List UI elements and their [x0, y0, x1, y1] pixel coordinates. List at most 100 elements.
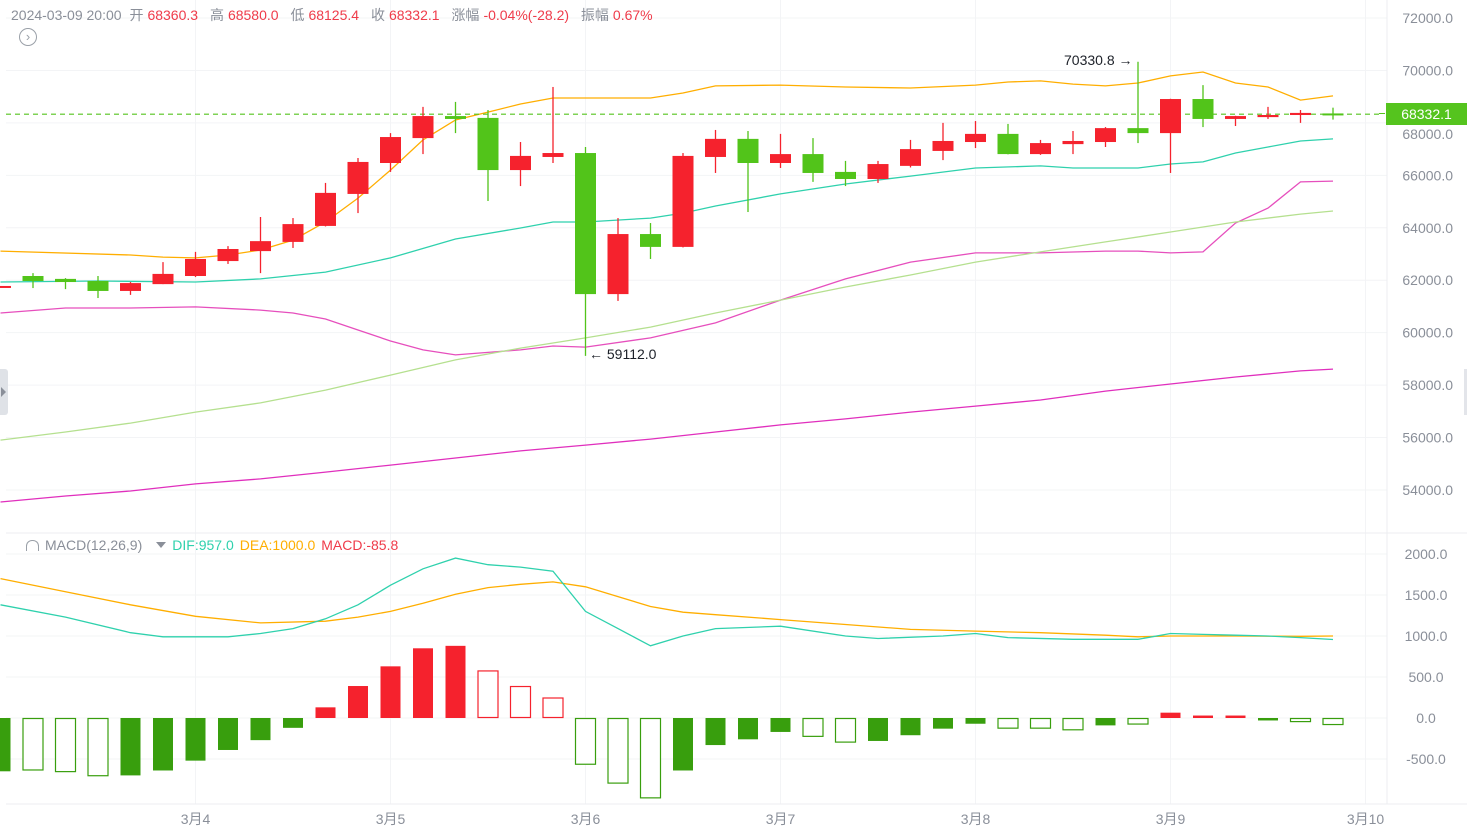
macd-histogram-bar	[542, 697, 564, 719]
macd-histogram-bar	[87, 717, 109, 777]
candle	[22, 273, 44, 289]
candle	[1257, 106, 1279, 119]
candle	[380, 133, 401, 172]
candle	[1030, 139, 1051, 155]
macd-histogram-bar	[1225, 715, 1246, 718]
price-axis-label: 68000.0	[1402, 126, 1453, 142]
candle-body	[510, 155, 531, 171]
candle	[1095, 127, 1116, 148]
candle	[835, 160, 856, 187]
candle	[315, 182, 336, 227]
macd-histogram-bar	[933, 718, 953, 729]
time-axis-label: 3月5	[376, 811, 406, 827]
candle-body	[640, 234, 661, 247]
macd-histogram-bar	[868, 718, 888, 741]
candle-body	[1160, 99, 1181, 134]
time-axis-label: 3月7	[766, 811, 796, 827]
candlesticks	[0, 61, 1344, 356]
high-marker-label: 70330.8 →	[1064, 52, 1133, 68]
candle-body	[1290, 112, 1311, 116]
axes: 72000.0 70000.0 68000.0 66000.0 64000.0 62000…	[6, 0, 1467, 827]
open-value: 68360.3	[147, 7, 199, 23]
ohlc-header: 2024-03-09 20:00 开 68360.3 高 68580.0 低 6812…	[11, 5, 661, 25]
candle-body	[672, 155, 694, 247]
candle-body	[477, 117, 499, 171]
open-label: 开	[129, 7, 144, 23]
price-axis-label: 66000.0	[1402, 167, 1453, 183]
macd-histogram-bar	[120, 718, 141, 776]
candle-body	[835, 171, 856, 179]
candle	[542, 86, 564, 163]
candle	[802, 138, 824, 182]
candle	[705, 129, 726, 173]
right-scroll-handle[interactable]	[1464, 369, 1467, 415]
macd-histogram-bar	[1062, 717, 1084, 731]
candle-body	[120, 283, 141, 291]
macd-histogram-bar	[639, 717, 662, 799]
macd-histogram-bar	[22, 717, 44, 771]
macd-histogram-bar	[283, 718, 303, 728]
macd-histogram-bar	[1029, 717, 1052, 729]
macd-histogram-bar	[0, 718, 11, 772]
price-axis-label: 58000.0	[1402, 377, 1453, 393]
macd-axis-label: 1000.0	[1405, 628, 1448, 644]
macd-histogram-bar	[1193, 715, 1213, 718]
macd-histogram-bar	[834, 717, 857, 743]
candle-body	[770, 154, 791, 163]
expand-indicators-icon[interactable]: ›	[19, 28, 37, 46]
time-axis-label: 3月8	[961, 811, 991, 827]
chevron-down-icon[interactable]	[156, 542, 167, 548]
candle-body	[542, 153, 564, 157]
candle	[1290, 110, 1311, 123]
macd-histogram-bar	[185, 718, 206, 761]
candle	[900, 139, 921, 168]
macd-histogram-bar	[1289, 717, 1312, 723]
candle	[510, 142, 531, 187]
candle-body	[250, 241, 271, 252]
close-value: 68332.1	[388, 7, 440, 23]
price-axis-label: 70000.0	[1402, 62, 1453, 78]
macd-histogram-bar	[802, 717, 824, 737]
candle-body	[867, 164, 889, 179]
candle-body	[932, 140, 954, 151]
macd-histogram-bar	[738, 718, 758, 740]
candle	[965, 121, 986, 149]
candle-body	[1257, 115, 1279, 118]
high-label: 高	[209, 7, 224, 23]
current-price-tag: 68332.1	[1379, 103, 1467, 125]
candle	[0, 285, 11, 288]
candle-body	[347, 161, 369, 194]
ma-light-green-line	[0, 210, 1334, 441]
candle-body	[0, 285, 11, 288]
bell-icon[interactable]	[26, 540, 39, 551]
macd-histogram-bar	[607, 717, 629, 784]
expand-left-panel-button[interactable]	[0, 369, 8, 415]
change-value: -0.04%(-28.2)	[483, 7, 570, 23]
macd-title: MACD(12,26,9)	[45, 537, 143, 553]
candle-body	[217, 248, 239, 262]
candle-body	[607, 234, 629, 295]
macd-histogram-bar	[348, 686, 368, 718]
close-label: 收	[370, 7, 385, 23]
candle-body	[737, 138, 759, 163]
candle-body	[1095, 128, 1116, 143]
price-axis-label: 62000.0	[1402, 272, 1453, 288]
candle	[672, 153, 694, 248]
candle-body	[315, 192, 336, 226]
macd-header: MACD(12,26,9) DIF:957.0 DEA:1000.0 MACD:-85…	[26, 537, 404, 553]
macd-histogram-bar	[54, 717, 77, 773]
low-marker-label: ← 59112.0	[589, 346, 657, 362]
candle	[932, 122, 954, 161]
candle	[1192, 85, 1214, 128]
candle-body	[802, 154, 824, 173]
time-axis-label: 3月6	[571, 811, 601, 827]
candle	[55, 278, 76, 290]
candle-body	[705, 138, 726, 157]
macd-histogram-bar	[153, 718, 173, 771]
macd-axis-label: 500.0	[1408, 669, 1443, 685]
candle	[1127, 61, 1149, 144]
time-axis-label: 3月9	[1156, 811, 1186, 827]
candle	[1160, 98, 1181, 173]
price-axis-label: 64000.0	[1402, 220, 1453, 236]
